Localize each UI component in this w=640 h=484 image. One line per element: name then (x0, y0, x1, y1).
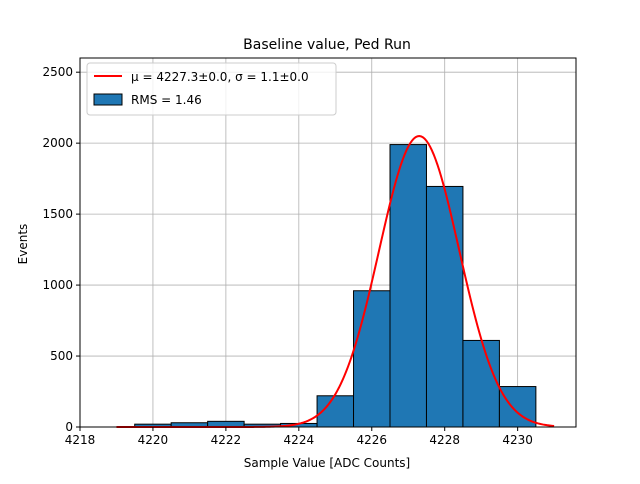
histogram-bar (353, 290, 391, 428)
y-tick-label: 2000 (42, 136, 73, 150)
histogram-bar (498, 386, 537, 428)
y-axis-label: Events (16, 224, 30, 265)
x-axis-label: Sample Value [ADC Counts] (244, 456, 410, 470)
x-tick-label: 4228 (429, 433, 460, 447)
plot-frame (79, 57, 577, 428)
legend-box (86, 62, 337, 116)
y-tick-label: 1000 (42, 278, 73, 292)
histogram-bar (389, 144, 427, 428)
y-tick-label: 2500 (42, 65, 73, 79)
x-tick-label: 4218 (65, 433, 96, 447)
chart-title: Baseline value, Ped Run (243, 37, 411, 53)
legend: μ = 4227.3±0.0, σ = 1.1±0.0 RMS = 1.46 (86, 62, 337, 116)
legend-histogram-swatch (93, 93, 123, 106)
histogram-bar (425, 185, 464, 428)
y-axis-ticks: 0 500 1000 1500 2000 2500 (42, 65, 80, 434)
y-tick-label: 500 (50, 349, 73, 363)
legend-fit-label: μ = 4227.3±0.0, σ = 1.1±0.0 (131, 70, 309, 84)
histogram-bar (462, 339, 500, 428)
x-tick-label: 4226 (356, 433, 387, 447)
legend-histogram-label: RMS = 1.46 (131, 93, 202, 107)
y-tick-label: 0 (65, 420, 73, 434)
x-tick-label: 4222 (211, 433, 242, 447)
y-tick-label: 1500 (42, 207, 73, 221)
x-axis-ticks: 4218 4220 4222 4224 4226 4228 4230 (65, 427, 533, 447)
x-tick-label: 4224 (284, 433, 315, 447)
x-tick-label: 4230 (502, 433, 533, 447)
histogram-bars (134, 144, 537, 428)
x-tick-label: 4220 (138, 433, 169, 447)
